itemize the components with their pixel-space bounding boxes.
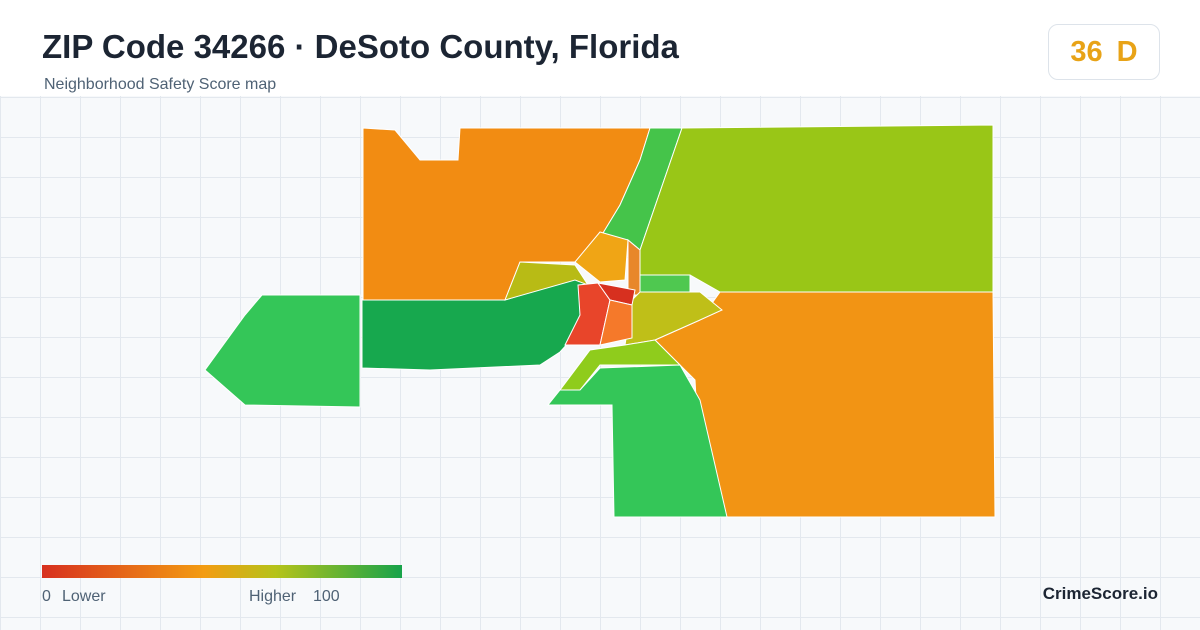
score-badge: 36 D [1048, 24, 1160, 80]
brand: CrimeScore.io [1042, 584, 1158, 603]
legend-min-label: Lower [62, 588, 106, 605]
region [639, 274, 691, 293]
region [574, 231, 629, 283]
region [627, 238, 641, 296]
legend-gradient [42, 565, 402, 578]
score-grade: D [1116, 35, 1138, 68]
region [546, 364, 728, 518]
score-value: 36 [1070, 35, 1103, 68]
subtitle: Neighborhood Safety Score map [44, 76, 277, 93]
legend-max: 100 [313, 588, 340, 605]
title: ZIP Code 34266 · DeSoto County, Florida [42, 28, 679, 65]
region [599, 299, 633, 346]
region [504, 261, 590, 301]
region [204, 294, 361, 408]
legend-min: 0 [42, 588, 51, 605]
region [639, 124, 994, 293]
header: ZIP Code 34266 · DeSoto County, Florida … [0, 0, 1200, 96]
legend-max-label: Higher [249, 588, 297, 605]
